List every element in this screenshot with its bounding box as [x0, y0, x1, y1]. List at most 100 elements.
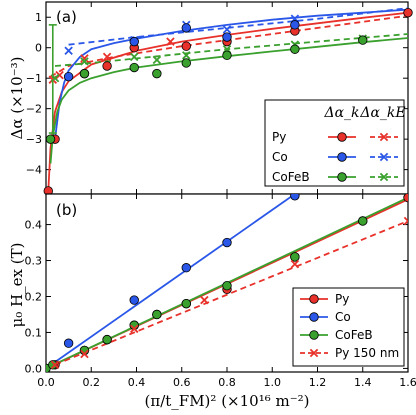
b-y-tick-label: 0.1 — [25, 326, 43, 339]
b-point-Co — [63, 338, 74, 348]
a-y-tick-label: −3 — [26, 133, 42, 146]
a-fit-kE-Co — [68, 7, 409, 46]
a-point-kE-CoFeB — [152, 55, 162, 65]
a-point-kE-CoFeB — [130, 52, 139, 62]
panel-b-x-ticks: 0.0 0.2 0.4 0.6 0.8 1.0 1.2 1.4 1.6 — [37, 194, 416, 389]
b-point-Co — [290, 194, 300, 201]
b-y-tick-label: 0.4 — [25, 219, 43, 232]
a-point-k-CoFeB — [181, 58, 191, 68]
panel-a: −4 −3 −2 −1 0 1 (a) Δα (×10⁻³) Δα_k Δα_kE Py C… — [8, 1, 413, 196]
a-point-kE-CoFeB — [50, 73, 60, 83]
b-point-CoFeB — [358, 216, 368, 226]
b-x-tick-label: 1.4 — [354, 376, 372, 389]
a-point-k-CoFeB — [222, 50, 232, 61]
a-point-k-Co — [129, 36, 139, 47]
a-point-k-CoFeB — [290, 44, 300, 54]
b-legend-marker — [309, 330, 319, 340]
a-fit-k-Co — [54, 8, 409, 140]
b-point-Py 150 nm — [403, 216, 408, 226]
panel-a-y-axis-label: Δα (×10⁻³) — [8, 56, 26, 139]
panel-b-y-ticks: 0.0 0.1 0.2 0.3 0.4 — [25, 219, 408, 375]
legend-header-kE: Δα_kE — [359, 105, 405, 121]
panel-b-y-axis-label: μ₀ H_ex (T) — [8, 243, 26, 328]
panel-b-data — [46, 194, 408, 372]
a-legend-label-Co: Co — [272, 150, 288, 164]
b-point-CoFeB — [181, 298, 191, 309]
panel-a-y-ticks: −4 −3 −2 −1 0 1 — [26, 2, 409, 194]
a-legend-marker-k — [337, 172, 347, 182]
b-point-Co — [181, 263, 191, 273]
a-point-k-Co — [290, 20, 300, 30]
a-point-k-CoFeB — [152, 68, 162, 79]
b-x-tick-label: 0.6 — [173, 376, 191, 389]
b-point-Co — [129, 295, 139, 305]
a-point-kE-Py — [102, 52, 112, 62]
a-point-kE-Py — [80, 54, 89, 63]
b-legend-label-CoFeB: CoFeB — [335, 328, 373, 342]
panel-a-legend-box — [264, 99, 405, 187]
b-point-CoFeB — [48, 360, 58, 370]
b-fit-Co — [46, 194, 296, 370]
a-point-k-Co — [222, 32, 232, 42]
a-point-k-Py — [102, 61, 112, 71]
b-x-tick-label: 1.2 — [309, 376, 327, 389]
b-y-tick-label: 0.2 — [25, 290, 43, 303]
a-y-tick-label: −2 — [26, 103, 42, 116]
a-point-kE-Co — [222, 25, 232, 34]
a-fit-kE-CoFeB — [54, 33, 409, 67]
a-y-tick-label: 0 — [35, 42, 42, 55]
b-point-Py 150 nm — [80, 349, 89, 359]
a-fit-k-CoFeB — [49, 37, 409, 164]
panel-a-data — [43, 7, 413, 196]
panel-b-x-axis-label: (π/t_FM)² (×10¹⁶ m⁻²) — [145, 392, 310, 410]
b-x-tick-label: 1.6 — [399, 376, 416, 389]
b-legend-marker — [309, 294, 319, 304]
panel-b-legend-rows: Py Co CoFeB Py 150 nm — [300, 292, 399, 360]
b-point-Co — [222, 237, 232, 248]
a-point-k-Co — [181, 23, 191, 33]
b-x-tick-label: 0.2 — [83, 376, 101, 389]
b-point-CoFeB — [152, 309, 162, 320]
a-point-k-CoFeB — [358, 35, 368, 45]
a-point-kE-Py — [166, 37, 175, 46]
legend-header-k: Δα_k — [323, 105, 359, 121]
a-legend-marker-kE — [379, 132, 389, 142]
b-legend-label-Py 150 nm: Py 150 nm — [335, 346, 399, 360]
a-legend-marker-kE — [379, 172, 389, 182]
b-point-Py 150 nm — [290, 259, 300, 269]
a-point-k-CoFeB — [45, 134, 56, 144]
b-y-tick-label: 0.0 — [25, 362, 43, 375]
a-legend-label-CoFeB: CoFeB — [272, 170, 310, 184]
panel-a-legend: Δα_k Δα_kE Py Co CoFeB — [264, 99, 406, 187]
panel-b-legend: Py Co CoFeB Py 150 nm — [292, 287, 405, 367]
b-point-CoFeB — [102, 334, 112, 345]
a-point-kE-CoFeB — [182, 51, 191, 60]
b-legend-label-Co: Co — [335, 310, 351, 324]
a-point-kE-CoFeB — [80, 57, 89, 66]
a-legend-marker-k — [337, 152, 347, 162]
a-point-k-Py — [181, 41, 191, 51]
b-point-CoFeB — [222, 280, 232, 291]
a-point-kE-Co — [64, 46, 73, 55]
b-legend-marker — [309, 312, 319, 322]
a-point-k-Py — [403, 7, 413, 18]
b-legend-marker — [309, 348, 319, 358]
b-y-tick-label: 0.3 — [25, 255, 43, 268]
a-legend-marker-kE — [379, 152, 389, 162]
panel-a-legend-rows: Py Co CoFeB — [272, 130, 398, 184]
b-legend-label-Py: Py — [335, 292, 349, 306]
a-point-k-CoFeB — [129, 62, 139, 73]
a-point-kE-Py — [55, 70, 64, 80]
a-y-tick-label: −1 — [26, 72, 42, 85]
panel-b-label: (b) — [56, 201, 77, 219]
a-legend-label-Py: Py — [272, 130, 286, 144]
b-point-CoFeB — [290, 252, 300, 262]
panel-b: 0.0 0.1 0.2 0.3 0.4 0.0 0.2 0.4 0.6 0.8 1.0 1.2 1.4… — [8, 193, 416, 410]
a-point-k-CoFeB — [79, 68, 90, 79]
b-x-tick-label: 0.0 — [37, 376, 55, 389]
a-y-tick-label: −4 — [26, 164, 42, 177]
panel-a-label: (a) — [56, 8, 77, 26]
a-point-k-Co — [63, 71, 74, 82]
b-x-tick-label: 0.4 — [128, 376, 146, 389]
